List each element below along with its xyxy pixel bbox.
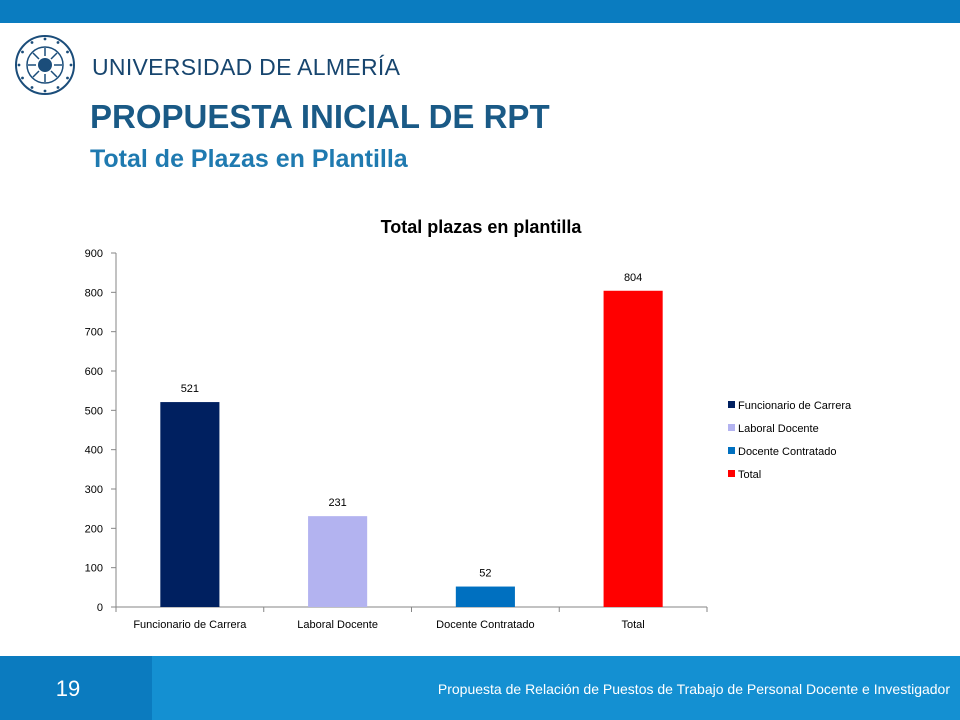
bar-0 — [160, 402, 220, 607]
legend-label: Laboral Docente — [738, 423, 819, 435]
y-tick-label: 500 — [85, 405, 103, 417]
bar-1 — [308, 516, 368, 607]
y-tick-label: 900 — [85, 248, 103, 260]
x-tick-label: Laboral Docente — [297, 619, 378, 631]
legend-swatch — [728, 424, 735, 431]
page-title: PROPUESTA INICIAL DE RPT — [90, 98, 550, 135]
y-tick-label: 0 — [97, 602, 103, 614]
chart-title: Total plazas en plantilla — [381, 217, 583, 237]
data-label: 804 — [624, 272, 642, 284]
bar-chart: Total plazas en plantilla 0 100 200 300 400 5… — [85, 217, 852, 631]
x-tick-label: Docente Contratado — [436, 619, 534, 631]
legend-swatch — [728, 470, 735, 477]
y-tick-label: 200 — [85, 523, 103, 535]
chart-legend: Funcionario de Carrera Laboral Docente Doc… — [728, 400, 852, 481]
bar-3 — [603, 290, 663, 607]
footer-page-box — [0, 656, 152, 720]
footer-text: Propuesta de Relación de Puestos de Trab… — [437, 681, 950, 697]
bar-2 — [455, 586, 515, 607]
footer-bar — [152, 656, 960, 720]
university-name: UNIVERSIDAD DE ALMERÍA — [92, 54, 401, 80]
data-label: 521 — [181, 383, 199, 395]
data-label: 52 — [479, 568, 491, 580]
y-tick-label: 600 — [85, 366, 103, 378]
y-tick-label: 800 — [85, 287, 103, 299]
legend-label: Funcionario de Carrera — [738, 400, 852, 412]
legend-swatch — [728, 447, 735, 454]
data-label: 231 — [328, 497, 346, 509]
page-subtitle: Total de Plazas en Plantilla — [90, 145, 408, 173]
page-number: 19 — [55, 676, 81, 701]
university-seal-icon — [15, 35, 75, 95]
y-tick-label: 700 — [85, 327, 103, 339]
y-tick-label: 400 — [85, 445, 103, 457]
chart-bars: 521 231 52 804 — [160, 272, 663, 607]
y-tick-label: 100 — [85, 563, 103, 575]
legend-label: Total — [738, 469, 761, 481]
legend-label: Docente Contratado — [738, 446, 836, 458]
legend-swatch — [728, 401, 735, 408]
y-tick-label: 300 — [85, 484, 103, 496]
x-tick-label: Funcionario de Carrera — [133, 619, 247, 631]
top-accent-bar — [0, 0, 960, 23]
x-tick-label: Total — [622, 619, 645, 631]
